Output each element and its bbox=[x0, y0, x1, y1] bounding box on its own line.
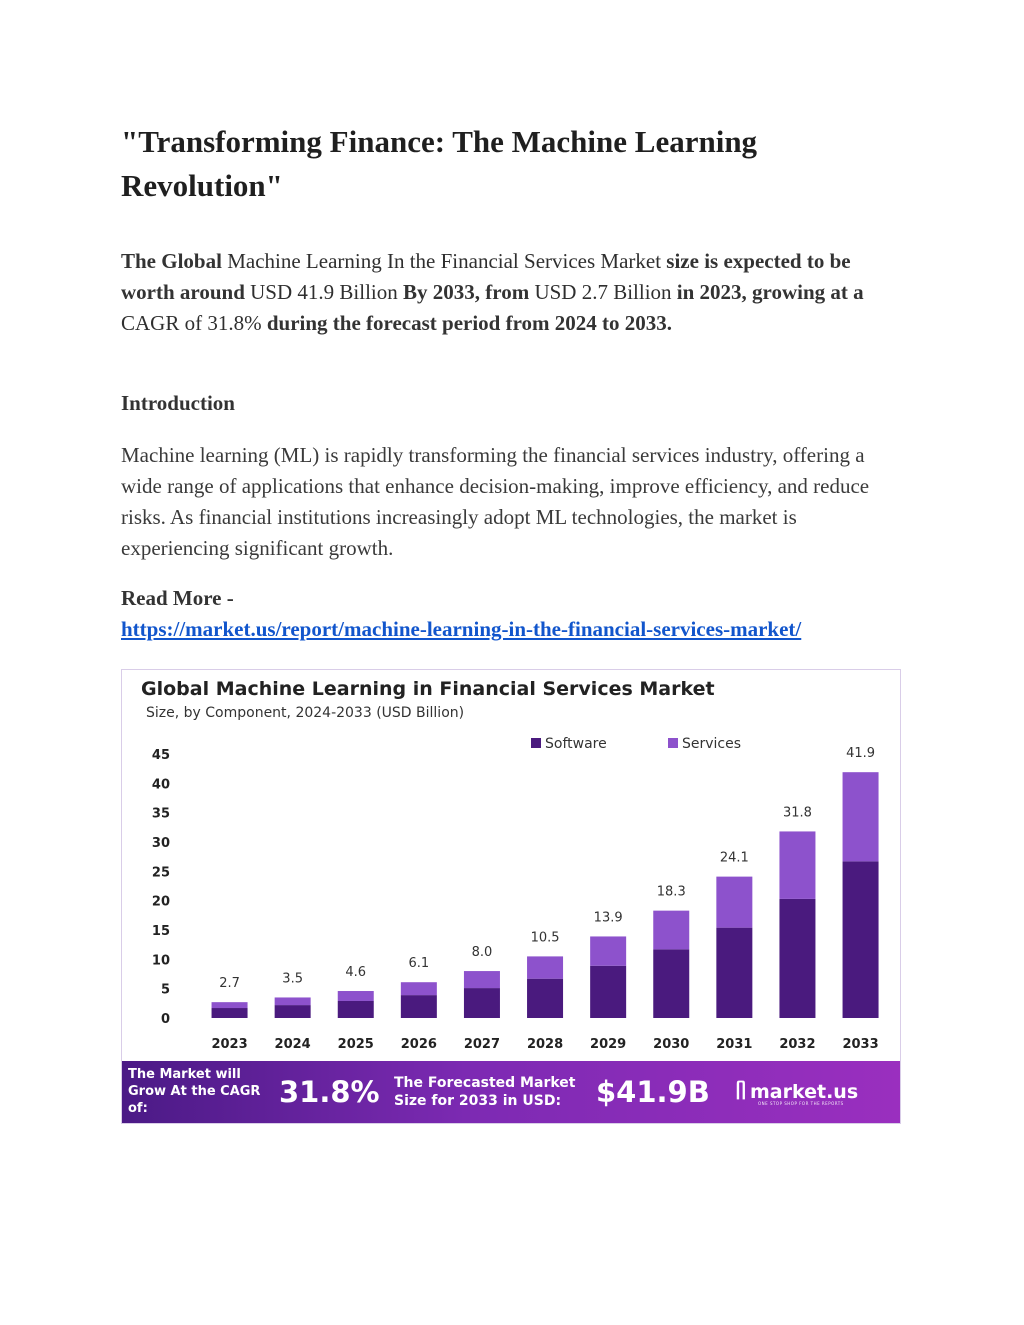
x-tick-label: 2027 bbox=[464, 1037, 500, 1052]
legend-label-software: Software bbox=[545, 736, 607, 752]
bar-software-2033 bbox=[842, 861, 879, 1018]
bar-services-2033 bbox=[842, 772, 879, 862]
x-tick-label: 2029 bbox=[590, 1037, 626, 1052]
report-link[interactable]: https://market.us/report/machine-learnin… bbox=[121, 617, 802, 641]
bar-services-2031 bbox=[716, 876, 753, 928]
total-label: 41.9 bbox=[846, 746, 875, 761]
market-bar-chart: 0510152025303540452.720233.520244.620256… bbox=[152, 736, 879, 1052]
total-label: 10.5 bbox=[531, 930, 560, 945]
y-tick-label: 40 bbox=[152, 777, 170, 792]
total-label: 31.8 bbox=[783, 805, 812, 820]
total-label: 18.3 bbox=[657, 885, 686, 900]
bar-software-2030 bbox=[653, 949, 690, 1018]
legend-label-services: Services bbox=[682, 736, 741, 752]
chart-title: Global Machine Learning in Financial Ser… bbox=[141, 678, 715, 700]
legend-swatch-software bbox=[531, 738, 541, 748]
total-label: 4.6 bbox=[345, 965, 366, 980]
cagr-banner: The Market will Grow At the CAGR of: 31.… bbox=[122, 1061, 900, 1123]
legend-swatch-services bbox=[668, 738, 678, 748]
forecast-value: $41.9B bbox=[596, 1075, 710, 1109]
introduction-heading: Introduction bbox=[121, 391, 235, 415]
market-us-logo-icon: ᥥ bbox=[736, 1080, 746, 1104]
bar-software-2023 bbox=[211, 1008, 248, 1018]
total-label: 3.5 bbox=[282, 971, 303, 986]
y-tick-label: 10 bbox=[152, 953, 170, 968]
bar-services-2032 bbox=[779, 831, 816, 899]
total-label: 8.0 bbox=[472, 945, 493, 960]
market-summary: The Global Machine Learning In the Finan… bbox=[121, 249, 864, 335]
bar-software-2029 bbox=[590, 965, 627, 1018]
x-tick-label: 2033 bbox=[842, 1037, 878, 1052]
bar-services-2029 bbox=[590, 936, 627, 966]
x-tick-label: 2026 bbox=[401, 1037, 437, 1052]
forecast-label: The Forecasted Market Size for 2033 in U… bbox=[394, 1075, 576, 1109]
x-tick-label: 2028 bbox=[527, 1037, 563, 1052]
chart-subtitle: Size, by Component, 2024-2033 (USD Billi… bbox=[146, 705, 465, 721]
cagr-label: The Market will Grow At the CAGR of: bbox=[128, 1067, 261, 1116]
total-label: 24.1 bbox=[720, 851, 749, 866]
bar-services-2023 bbox=[211, 1002, 248, 1009]
y-tick-label: 35 bbox=[152, 807, 170, 822]
bar-software-2026 bbox=[400, 995, 437, 1018]
bar-services-2028 bbox=[527, 956, 564, 979]
x-tick-label: 2023 bbox=[211, 1037, 247, 1052]
x-tick-label: 2030 bbox=[653, 1037, 689, 1052]
bar-services-2025 bbox=[337, 991, 374, 1001]
bar-software-2024 bbox=[274, 1005, 311, 1018]
bar-services-2026 bbox=[400, 982, 437, 996]
bar-software-2032 bbox=[779, 898, 816, 1018]
brand-name: market.us bbox=[750, 1081, 859, 1103]
bar-services-2027 bbox=[463, 971, 500, 989]
x-tick-label: 2032 bbox=[779, 1037, 815, 1052]
read-more-label: Read More - bbox=[121, 586, 234, 610]
bar-services-2030 bbox=[653, 910, 690, 950]
brand-tagline: ONE STOP SHOP FOR THE REPORTS bbox=[758, 1101, 844, 1106]
x-tick-label: 2025 bbox=[338, 1037, 374, 1052]
market-infographic: 0 5 10 15 20 25 30 35 40 45 2.7 2023 3.5 2024 4.6 2025 6… bbox=[121, 669, 901, 1124]
bar-software-2027 bbox=[463, 988, 500, 1018]
bar-software-2028 bbox=[527, 978, 564, 1018]
introduction-text: Machine learning (ML) is rapidly transfo… bbox=[121, 443, 870, 560]
total-label: 13.9 bbox=[594, 910, 623, 925]
cagr-value: 31.8% bbox=[279, 1075, 380, 1109]
y-tick-label: 30 bbox=[152, 836, 170, 851]
bar-services-2024 bbox=[274, 997, 311, 1006]
y-tick-label: 20 bbox=[152, 895, 170, 910]
y-tick-label: 5 bbox=[161, 983, 170, 998]
article-title: "Transforming Finance: The Machine Learn… bbox=[121, 124, 758, 203]
total-label: 2.7 bbox=[219, 976, 240, 991]
y-tick-label: 25 bbox=[152, 865, 170, 880]
bar-software-2031 bbox=[716, 927, 753, 1018]
brand-logo: ᥥ market.us ONE STOP SHOP FOR THE REPORT… bbox=[736, 1080, 859, 1106]
y-tick-label: 15 bbox=[152, 924, 170, 939]
x-tick-label: 2024 bbox=[275, 1037, 311, 1052]
bar-software-2025 bbox=[337, 1000, 374, 1018]
y-tick-label: 0 bbox=[161, 1012, 170, 1027]
total-label: 6.1 bbox=[409, 956, 430, 971]
x-tick-label: 2031 bbox=[716, 1037, 752, 1052]
y-tick-label: 45 bbox=[152, 748, 170, 763]
